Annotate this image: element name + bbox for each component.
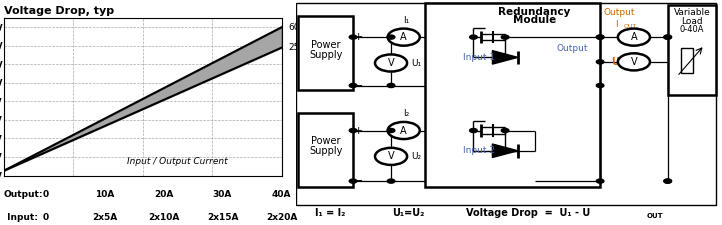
Circle shape [469, 35, 477, 39]
Circle shape [375, 54, 407, 72]
Circle shape [349, 35, 357, 39]
Text: Voltage Drop  =  U₁ - U: Voltage Drop = U₁ - U [466, 208, 591, 218]
Text: Voltage Drop, typ: Voltage Drop, typ [4, 6, 114, 16]
Text: Output: Output [604, 8, 635, 17]
Text: A: A [401, 126, 407, 135]
Text: Supply: Supply [309, 146, 342, 156]
Text: Redundancy: Redundancy [498, 7, 571, 17]
Bar [682, 48, 693, 73]
Text: 2x15A: 2x15A [206, 213, 238, 222]
Text: 40A: 40A [271, 190, 292, 199]
Circle shape [469, 128, 477, 133]
Circle shape [618, 53, 650, 70]
Text: Input 1: Input 1 [463, 53, 495, 62]
Text: +: + [354, 126, 363, 135]
Text: Output:: Output: [4, 190, 43, 199]
Circle shape [388, 122, 419, 139]
Circle shape [387, 83, 395, 88]
Text: Power: Power [311, 136, 340, 146]
Text: 0-40A: 0-40A [679, 25, 704, 34]
Circle shape [618, 29, 650, 46]
Text: 20A: 20A [154, 190, 173, 199]
Circle shape [349, 83, 357, 88]
Circle shape [664, 35, 671, 39]
Circle shape [596, 35, 604, 39]
Circle shape [349, 179, 357, 183]
Text: +: + [354, 32, 363, 42]
Text: V: V [630, 57, 638, 67]
Circle shape [596, 60, 604, 64]
Text: 2x20A: 2x20A [266, 213, 297, 222]
Circle shape [501, 55, 509, 59]
Bar [668, 4, 716, 94]
Bar [298, 112, 353, 187]
Bar [296, 3, 716, 205]
Text: U₁=U₂: U₁=U₂ [392, 208, 424, 218]
Text: 10A: 10A [95, 190, 114, 199]
Text: 0: 0 [43, 190, 48, 199]
Circle shape [387, 179, 395, 183]
Circle shape [387, 35, 395, 39]
Circle shape [596, 83, 604, 88]
Text: A: A [630, 32, 638, 42]
Circle shape [664, 179, 671, 183]
Circle shape [664, 179, 671, 183]
Text: U₁: U₁ [412, 58, 422, 68]
Polygon shape [492, 144, 518, 158]
Text: OUT: OUT [647, 213, 664, 218]
Text: −: − [354, 81, 363, 90]
Bar [298, 16, 353, 90]
Text: Module: Module [513, 15, 556, 25]
Text: −: − [354, 176, 363, 186]
Circle shape [664, 35, 671, 39]
Text: Variable: Variable [674, 8, 710, 17]
Circle shape [501, 149, 509, 153]
Text: Output: Output [557, 44, 588, 53]
Text: Input / Output Current: Input / Output Current [127, 157, 227, 166]
Text: I₁: I₁ [403, 16, 409, 25]
Text: 0: 0 [43, 213, 48, 222]
Text: 60°C: 60°C [289, 23, 310, 32]
Text: Input 2: Input 2 [463, 146, 495, 155]
Circle shape [596, 179, 604, 183]
Text: U₂: U₂ [412, 152, 422, 161]
Text: I: I [615, 20, 617, 29]
Text: U: U [611, 57, 619, 67]
Text: 2x5A: 2x5A [92, 213, 117, 222]
Text: 25°C: 25°C [289, 43, 310, 52]
Text: 2x10A: 2x10A [148, 213, 179, 222]
Text: V: V [388, 151, 394, 161]
Bar [425, 3, 600, 187]
Text: V: V [388, 58, 394, 68]
Circle shape [349, 128, 357, 133]
Text: Power: Power [311, 40, 340, 50]
Text: I₁ = I₂: I₁ = I₂ [315, 208, 345, 218]
Text: OUT: OUT [624, 24, 637, 29]
Text: 30A: 30A [213, 190, 232, 199]
Circle shape [501, 128, 509, 133]
Polygon shape [492, 51, 518, 64]
Circle shape [501, 35, 509, 39]
Text: OUT: OUT [624, 61, 637, 66]
Text: A: A [401, 32, 407, 42]
Text: Input:: Input: [4, 213, 38, 222]
Text: Supply: Supply [309, 50, 342, 60]
Text: Load: Load [681, 17, 703, 26]
Circle shape [375, 148, 407, 165]
Circle shape [388, 29, 419, 46]
Circle shape [387, 128, 395, 133]
Text: I₂: I₂ [403, 109, 409, 118]
Circle shape [596, 35, 604, 39]
